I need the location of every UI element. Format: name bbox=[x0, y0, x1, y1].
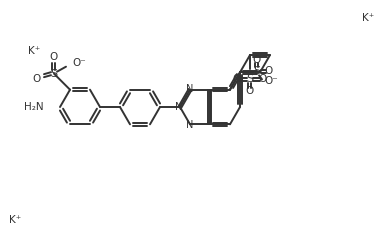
Text: N: N bbox=[186, 120, 194, 130]
Text: O: O bbox=[33, 74, 41, 84]
Text: K⁺: K⁺ bbox=[28, 46, 40, 56]
Text: O: O bbox=[259, 74, 267, 84]
Text: O: O bbox=[265, 66, 273, 76]
Text: O: O bbox=[246, 86, 254, 96]
Text: O: O bbox=[50, 52, 58, 62]
Text: O: O bbox=[233, 74, 241, 84]
Text: O: O bbox=[253, 55, 261, 65]
Text: S: S bbox=[51, 69, 58, 79]
Text: S: S bbox=[254, 66, 261, 76]
Text: O⁻: O⁻ bbox=[72, 58, 86, 68]
Text: K⁺: K⁺ bbox=[9, 215, 21, 225]
Text: N: N bbox=[186, 84, 194, 94]
Text: K⁺: K⁺ bbox=[362, 13, 374, 23]
Text: N: N bbox=[175, 102, 183, 112]
Text: O⁻: O⁻ bbox=[264, 76, 278, 86]
Text: S: S bbox=[247, 74, 254, 84]
Text: H₂N: H₂N bbox=[24, 102, 44, 112]
